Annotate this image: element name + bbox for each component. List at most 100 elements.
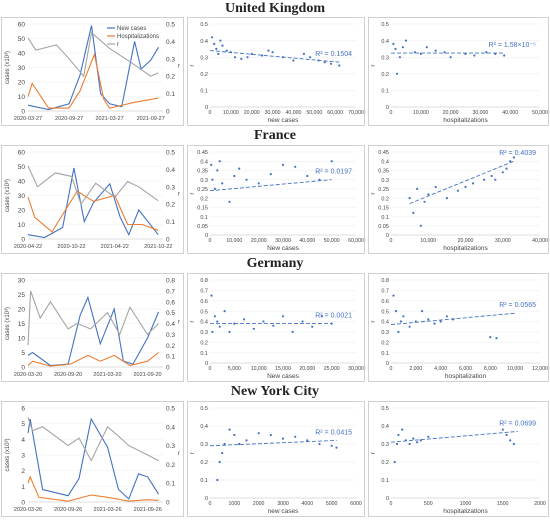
france-cases-scatter-y-tick-label: 0.25 [197, 187, 208, 193]
france-hosp-scatter-y-tick-label: 0.05 [378, 224, 389, 230]
uk-timeseries-chart: 0 10 20 30 40 50 60 0 0.1 0.2 0.3 0.4 0.5 2020-03-27 2… [5, 22, 180, 123]
nyc-cases-scatter-x-tick-label: 0 [209, 501, 212, 507]
france-hosp-scatter-point [419, 224, 422, 227]
germany-hosp-scatter-point [394, 310, 398, 313]
germany-cases-scatter-point [291, 330, 294, 333]
france-hosp-scatter-x-tick-label: 40,000 [532, 238, 548, 244]
uk-timeseries-left-tick-label: 10 [18, 94, 26, 101]
nyc-hosp-scatter-y-tick-label: 0 [386, 496, 389, 502]
france-hosp-scatter-point [471, 182, 475, 185]
france-timeseries-date-tick-label: 2021-10-22 [144, 244, 172, 250]
germany-hosp-scatter-trendline [390, 312, 516, 326]
uk-timeseries-series-new-cases [27, 25, 159, 111]
germany-hosp-scatter-point [489, 336, 492, 339]
uk-hosp-scatter-point [398, 56, 401, 59]
france-cases-scatter-y-tick-label: 0.1 [200, 215, 208, 221]
france-hosp-scatter-panel: 0 0.05 0.1 0.15 0.2 0.25 0.3 0.35 0.4 0.45 0 10,000… [368, 145, 549, 254]
germany-timeseries-left-tick-label: 5 [21, 350, 25, 357]
france-cases-scatter-y-tick-label: 0.2 [200, 196, 208, 202]
france-hosp-scatter-y-tick-label: 0.45 [378, 150, 389, 156]
germany-hosp-scatter-x-axis-label: hospitalization [445, 373, 487, 380]
germany-hosp-scatter-x-tick-label: 12,000 [532, 366, 548, 372]
france-cases-scatter-point [213, 187, 216, 190]
uk-hosp-scatter-point [449, 56, 452, 59]
uk-timeseries-right-axis-label: r [178, 64, 180, 70]
france-hosp-scatter-x-tick-label: 10,000 [420, 238, 436, 244]
uk-hosp-scatter-point [473, 54, 476, 57]
germany-timeseries-left-tick-label: 15 [18, 321, 26, 328]
germany-cases-scatter-point [301, 320, 304, 323]
france-cases-scatter-point [294, 165, 297, 168]
uk-cases-scatter-point [292, 59, 295, 62]
germany-timeseries-right-tick-label: 0.4 [166, 321, 175, 328]
germany-cases-scatter-point [311, 325, 314, 328]
germany-cases-scatter-y-tick-label: 0.2 [200, 340, 208, 346]
uk-timeseries-left-tick-label: 30 [18, 65, 26, 72]
uk-hosp-scatter-point [392, 42, 395, 45]
uk-timeseries-right-tick-label: 0.3 [166, 56, 175, 63]
germany-timeseries-date-tick-label: 2020-09-20 [54, 372, 82, 378]
nyc-hosp-scatter-point [412, 437, 415, 440]
germany-cases-scatter-x-tick-label: 10,000 [251, 366, 267, 372]
germany-hosp-scatter-point [433, 322, 436, 325]
uk-timeseries-right-tick-label: 0.2 [166, 74, 175, 81]
france-cases-scatter-point [210, 163, 213, 166]
nyc-hosp-scatter-x-axis-label: hospitalizations [443, 508, 488, 515]
germany-cases-scatter-point [211, 330, 214, 333]
uk-timeseries-left-axis-label: cases (x10³) [5, 51, 11, 84]
uk-cases-scatter-point [338, 64, 341, 67]
uk-hosp-scatter-x-tick-label: 20,000 [443, 110, 459, 116]
france-timeseries-left-tick-label: 0 [21, 237, 25, 244]
uk-cases-scatter-x-tick-label: 60,000 [327, 110, 343, 116]
france-timeseries-right-tick-label: 0.5 [166, 150, 175, 157]
nyc-hosp-scatter-point [505, 433, 508, 437]
germany-hosp-scatter-x-tick-label: 10,000 [507, 366, 523, 372]
germany-hosp-scatter-y-axis-label: r [370, 320, 377, 323]
uk-cases-scatter-point [329, 62, 333, 65]
nyc-timeseries-left-tick-label: 5 [21, 421, 25, 428]
france-timeseries-right-tick-label: 0.3 [166, 184, 175, 191]
nyc-cases-scatter-x-tick-label: 1000 [229, 501, 241, 507]
germany-timeseries-series-new-cases [27, 295, 160, 367]
uk-cases-scatter-point [211, 36, 214, 39]
uk-hosp-scatter-y-tick-label: 0.2 [381, 72, 389, 78]
uk-hosp-scatter-x-tick-label: 40,000 [502, 110, 518, 116]
nyc-cases-scatter-x-tick-label: 6000 [350, 501, 362, 507]
germany-hosp-scatter-y-tick-label: 0.2 [381, 340, 389, 346]
germany-cases-scatter-point [228, 330, 231, 333]
uk-timeseries-date-tick-label: 2021-09-27 [137, 116, 165, 122]
uk-timeseries-right-tick-label: 0.5 [166, 22, 175, 29]
uk-hosp-scatter-y-tick-label: 0.4 [381, 39, 389, 45]
france-cases-scatter-point [221, 182, 224, 185]
germany-hosp-scatter-y-tick-label: 0.8 [381, 278, 389, 284]
germany-hosp-scatter-point [420, 310, 424, 313]
uk-cases-scatter-point [246, 56, 249, 59]
germany-hosp-scatter-y-tick-label: 0.3 [381, 330, 389, 336]
uk-cases-scatter-point [233, 56, 237, 59]
germany-hosp-scatter-y-tick-label: 0.6 [381, 299, 389, 305]
uk-hosp-scatter-r2-label: R² = 1.58×10⁻⁵ [489, 42, 537, 49]
nyc-hosp-scatter-point [397, 433, 400, 437]
france-cases-scatter-point [269, 173, 272, 176]
france-hosp-scatter-y-tick-label: 0.2 [381, 196, 389, 202]
germany-timeseries-left-tick-label: 25 [18, 292, 26, 299]
nyc-cases-scatter-point [269, 433, 272, 437]
uk-hosp-scatter-chart: 0 0.1 0.2 0.3 0.4 0.5 0 10,000 20,000 30,000 40,00… [370, 22, 548, 124]
uk-timeseries-legend-label: r [117, 42, 119, 48]
uk-hosp-scatter-x-tick-label: 10,000 [413, 110, 429, 116]
uk-cases-scatter-y-tick-label: 0.5 [200, 22, 208, 28]
germany-timeseries-right-tick-label: 0.1 [166, 354, 175, 361]
uk-cases-scatter-x-tick-label: 30,000 [265, 110, 281, 116]
france-hosp-scatter-point [501, 171, 504, 174]
germany-cases-scatter-point [320, 315, 323, 318]
nyc-hosp-scatter-y-axis-label: r [370, 451, 377, 454]
uk-timeseries-panel: 0 10 20 30 40 50 60 0 0.1 0.2 0.3 0.4 0.5 2020-03-27 2… [1, 17, 184, 126]
nyc-hosp-scatter-chart: 0 0.1 0.2 0.3 0.4 0.5 0 500 1000 1500 2000 hospital… [370, 406, 546, 515]
nyc-hosp-scatter-x-tick-label: 1500 [497, 501, 509, 507]
france-cases-scatter-chart: 0 0.05 0.1 0.15 0.2 0.25 0.3 0.35 0.4 0.45 0 10,000… [189, 150, 364, 252]
nyc-cases-scatter-trendline [209, 439, 337, 447]
germany-hosp-scatter-point [439, 320, 442, 323]
nyc-timeseries-date-tick-label: 2020-03-26 [14, 507, 42, 513]
france-hosp-scatter-point [427, 193, 430, 196]
region-title-france: France [254, 128, 296, 143]
